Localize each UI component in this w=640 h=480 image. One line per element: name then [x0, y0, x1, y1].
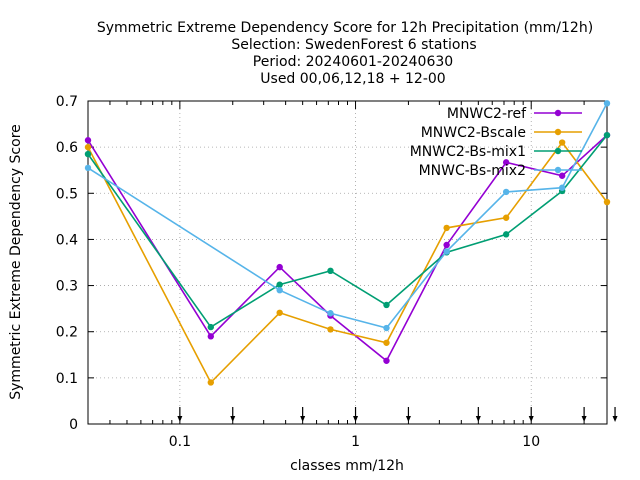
threshold-arrow-head [353, 416, 359, 422]
chart-title-line-4: Used 00,06,12,18 + 12-00 [260, 71, 445, 87]
data-point [502, 188, 510, 196]
data-point [558, 184, 566, 191]
threshold-arrow-head [230, 416, 236, 422]
y-tick-label: 0.5 [56, 186, 78, 202]
threshold-markers [177, 407, 618, 422]
y-tick-label: 0.7 [56, 94, 78, 110]
y-tick-label: 0 [69, 417, 78, 433]
data-point [443, 248, 450, 255]
chart-title-line-1: Symmetric Extreme Dependency Score for 1… [97, 20, 593, 36]
y-tick-label: 0.3 [56, 279, 78, 295]
chart-title-line-3: Period: 20240601-20240630 [253, 54, 453, 70]
data-point [383, 339, 390, 346]
data-point [558, 139, 566, 146]
data-point [327, 310, 334, 317]
data-point [276, 281, 283, 288]
y-tick-label: 0.4 [56, 232, 78, 248]
legend-entry-label: MNWC2-ref [447, 106, 527, 122]
legend-entry-marker [554, 147, 562, 155]
data-point [276, 286, 283, 294]
series-line-1 [87, 134, 608, 363]
y-tick-label: 0.2 [56, 325, 78, 341]
series-line-4 [87, 102, 608, 329]
legend-entry-marker [554, 128, 562, 136]
axis-ticks: 0 0.1 0.2 0.3 0.4 0.5 0.6 0.7 0.1 1 10 [56, 94, 607, 450]
series-line-3 [87, 134, 608, 329]
data-point [327, 326, 334, 333]
data-point [502, 214, 510, 221]
data-point [276, 309, 283, 316]
grid-lines [88, 101, 607, 424]
data-point [383, 301, 390, 309]
chart-title-line-2: Selection: SwedenForest 6 stations [231, 37, 476, 53]
data-point [603, 198, 611, 206]
data-point [502, 159, 510, 166]
data-point [84, 164, 92, 172]
x-tick-label: 0.1 [169, 434, 191, 450]
threshold-arrow-head [581, 416, 587, 422]
data-point [276, 263, 283, 271]
threshold-arrow-head [612, 416, 618, 422]
legend-entry-marker [554, 109, 562, 117]
data-point [603, 100, 611, 107]
legend-entry-label: MNWC2-Bs-mix1 [410, 144, 526, 160]
threshold-arrow-head [405, 416, 411, 422]
legend-entry-marker [554, 166, 562, 174]
x-tick-label: 1 [351, 434, 360, 450]
data-point [502, 231, 510, 238]
threshold-arrow-head [300, 416, 306, 422]
data-point [558, 172, 566, 179]
x-tick-label: 10 [522, 434, 540, 450]
data-point [84, 137, 92, 144]
data-point [327, 267, 334, 275]
threshold-arrow-head [528, 416, 534, 422]
threshold-arrow-head [177, 416, 183, 422]
data-point [383, 357, 390, 364]
x-axis-label: classes mm/12h [290, 458, 404, 474]
data-series [84, 100, 611, 386]
threshold-arrow-head [475, 416, 481, 422]
legend-entry-label: MNWC2-Bscale [421, 125, 526, 141]
data-point [84, 143, 92, 151]
legend-entry-label: MNWC-Bs-mix2 [419, 163, 526, 179]
data-point [84, 150, 92, 158]
data-point [603, 131, 611, 139]
y-axis-label: Symmetric Extreme Dependency Score [8, 124, 24, 400]
y-tick-label: 0.6 [56, 140, 78, 156]
data-point [443, 241, 450, 249]
data-point [383, 324, 390, 332]
legend: MNWC2-ref MNWC2-Bscale MNWC2-Bs-mix1 MNWC-B… [410, 106, 582, 179]
chart-title-block: Symmetric Extreme Dependency Score for 1… [97, 20, 593, 87]
y-tick-label: 0.1 [56, 371, 78, 387]
data-point [207, 333, 214, 340]
data-point [443, 224, 450, 232]
data-point [207, 323, 214, 331]
data-point [207, 379, 214, 386]
